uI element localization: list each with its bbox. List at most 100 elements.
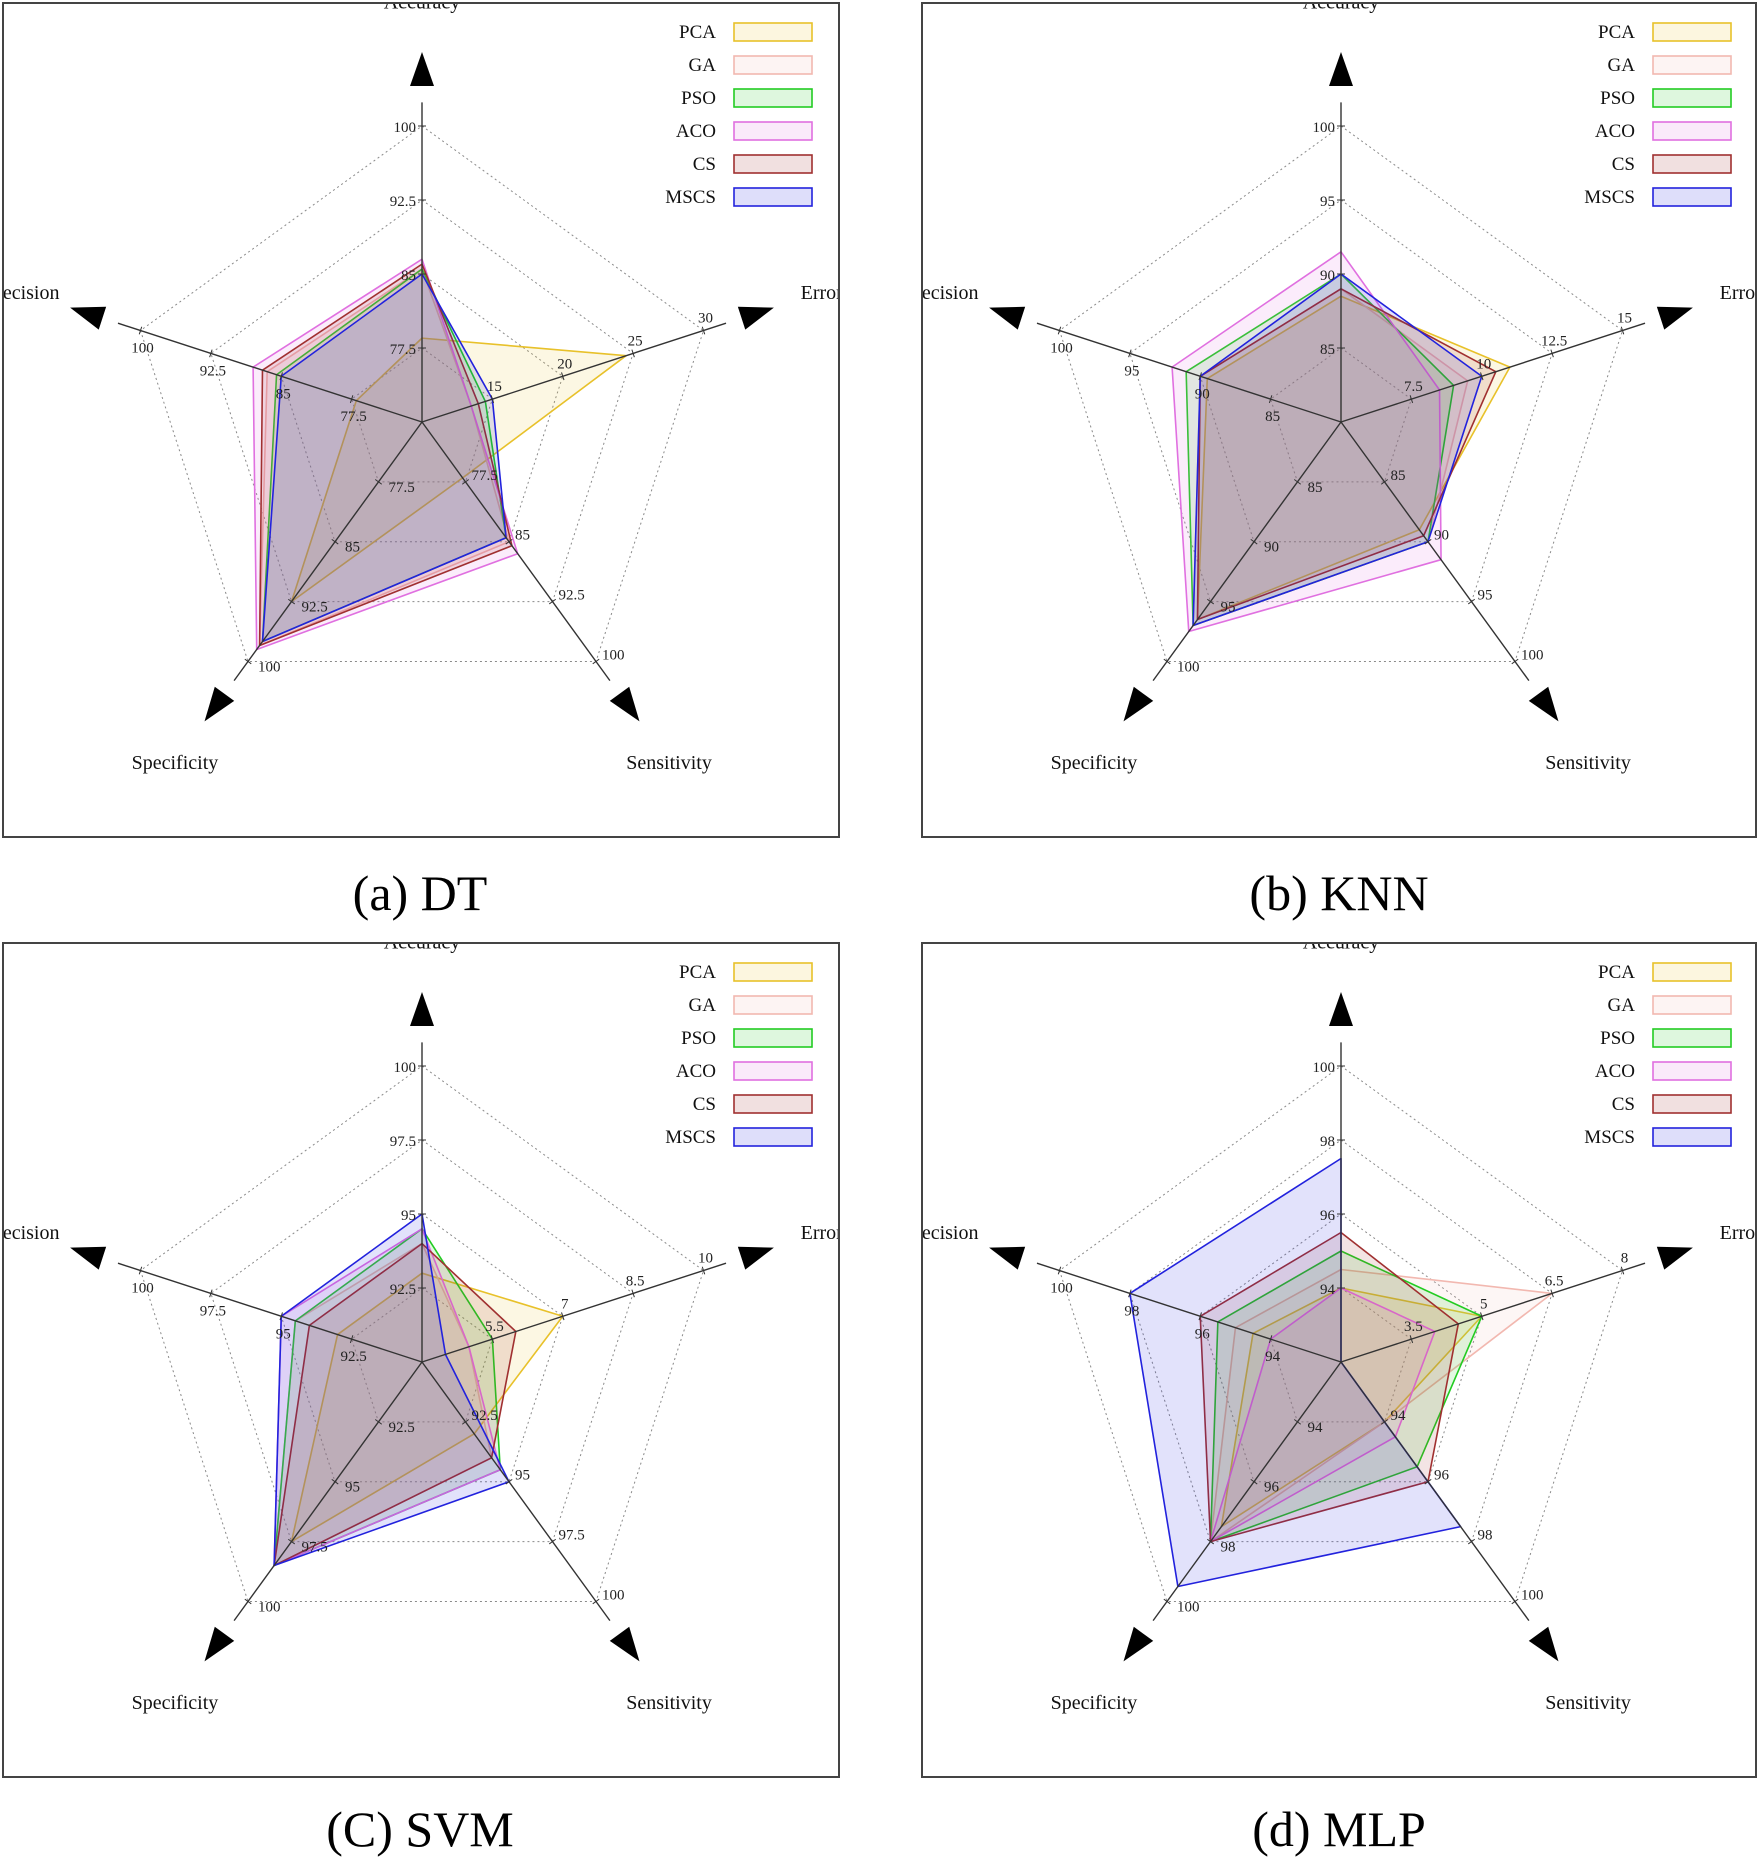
legend-swatch-cs	[1652, 154, 1732, 174]
tick-label: 85	[515, 528, 530, 544]
tick-label: 100	[394, 1060, 417, 1076]
axis-arrowhead	[204, 686, 235, 722]
radar-svg-dt: Accuracy 77.5 85 92.5 100 Error 15 20 25 30 Sensit…	[4, 4, 838, 774]
legend-label-pso: PSO	[681, 1028, 716, 1049]
tick-mark	[561, 372, 565, 381]
tick-mark	[1268, 1335, 1273, 1344]
tick-label: 8.5	[626, 1273, 645, 1289]
tick-mark	[1424, 1478, 1432, 1485]
axis-arrowhead	[737, 306, 774, 330]
tick-label: 92.5	[390, 1282, 416, 1298]
tick-mark	[374, 1419, 383, 1425]
tick-label: 3.5	[1404, 1319, 1423, 1335]
tick-label: 77.5	[389, 480, 415, 496]
legend-swatch-pso	[733, 88, 813, 108]
series-aco-polygon	[1209, 1287, 1436, 1543]
axis-label-precision: Precision	[923, 1222, 978, 1244]
tick-label: 100	[258, 659, 281, 675]
axis-label-precision: Precision	[4, 282, 59, 304]
axis-arrowhead	[1329, 992, 1353, 1026]
tick-label: 95	[1477, 588, 1492, 604]
tick-label: 100	[1050, 1281, 1073, 1297]
axis-label-accuracy: Accuracy	[384, 944, 461, 954]
tick-label: 100	[131, 1281, 154, 1297]
legend-label-pca: PCA	[1598, 22, 1635, 43]
tick-mark	[209, 349, 213, 358]
axis-line	[421, 1262, 727, 1363]
tick-label: 7	[561, 1296, 569, 1312]
legend-swatch-mscs	[1652, 187, 1732, 207]
tick-label: 100	[131, 341, 154, 357]
tick-mark	[1480, 1312, 1484, 1321]
legend-swatch-cs	[733, 1094, 813, 1114]
tick-mark	[1550, 349, 1554, 358]
legend-swatch-pca	[1652, 962, 1732, 982]
chart-caption-svm: (C) SVM	[326, 1801, 514, 1857]
tick-mark	[244, 1598, 252, 1605]
legend-label-aco: ACO	[676, 121, 716, 142]
tick-label: 92.5	[390, 194, 416, 210]
series-pso-polygon	[1209, 1250, 1483, 1543]
tick-label: 92.5	[558, 588, 584, 604]
legend-label-pca: PCA	[679, 962, 716, 983]
tick-label: 15	[1617, 311, 1632, 327]
legend-label-cs: CS	[1612, 1094, 1635, 1115]
tick-mark	[1467, 598, 1476, 605]
tick-mark	[138, 326, 143, 335]
tick-mark	[1511, 1598, 1519, 1605]
tick-label: 95	[1124, 363, 1139, 379]
tick-mark	[631, 349, 635, 358]
axis-label-error: Error	[1720, 1222, 1755, 1244]
radar-svg-mlp: Accuracy 94 96 98 100 Error 3.5 5 6.5 8 Sensitivit…	[923, 944, 1755, 1714]
axis-label-specificity: Specificity	[132, 752, 219, 774]
axis-line	[233, 1361, 423, 1622]
legend-label-cs: CS	[693, 1094, 716, 1115]
axis-label-sensitivity: Sensitivity	[626, 1692, 712, 1714]
axis-arrowhead	[989, 1246, 1026, 1270]
axis-label-specificity: Specificity	[132, 1692, 219, 1714]
tick-label: 100	[258, 1599, 281, 1615]
tick-label: 6.5	[1545, 1273, 1564, 1289]
axis-line	[421, 421, 611, 682]
tick-mark	[331, 1478, 339, 1485]
tick-label: 85	[1265, 409, 1280, 425]
legend-swatch-pca	[733, 962, 813, 982]
axis-label-error: Error	[801, 1222, 838, 1244]
axis-label-accuracy: Accuracy	[1303, 944, 1380, 954]
tick-label: 100	[1313, 1060, 1336, 1076]
series-ga-polygon	[1209, 1268, 1553, 1543]
tick-mark	[1128, 1289, 1132, 1298]
axis-label-sensitivity: Sensitivity	[1545, 1692, 1631, 1714]
axis-arrowhead	[1329, 52, 1353, 86]
tick-mark	[1128, 349, 1132, 358]
tick-label: 100	[1521, 1587, 1544, 1603]
legend-swatch-pso	[733, 1028, 813, 1048]
tick-mark	[1409, 1335, 1414, 1344]
legend-label-ga: GA	[689, 55, 717, 76]
axis-label-specificity: Specificity	[1051, 752, 1138, 774]
tick-mark	[592, 658, 600, 665]
tick-mark	[1250, 1478, 1258, 1485]
legend-swatch-pca	[733, 22, 813, 42]
series-cs-polygon	[1199, 1231, 1460, 1543]
tick-label: 77.5	[471, 468, 497, 484]
legend-swatch-ga	[733, 995, 813, 1015]
tick-label: 5.5	[485, 1319, 504, 1335]
legend-label-pso: PSO	[1600, 1028, 1635, 1049]
tick-label: 98	[1320, 1134, 1335, 1150]
axis-arrowhead	[737, 1246, 774, 1270]
tick-mark	[490, 1335, 495, 1344]
axis-line	[421, 322, 727, 423]
axis-line	[1036, 1262, 1342, 1363]
legend-label-ga: GA	[1608, 995, 1636, 1016]
tick-label: 97.5	[200, 1303, 226, 1319]
tick-mark	[631, 1289, 635, 1298]
tick-mark	[1620, 326, 1625, 335]
tick-label: 95	[401, 1208, 416, 1224]
tick-mark	[505, 1478, 513, 1485]
tick-mark	[701, 326, 706, 335]
tick-mark	[279, 1312, 283, 1321]
legend-label-aco: ACO	[676, 1061, 716, 1082]
tick-mark	[548, 598, 557, 605]
tick-mark	[461, 1419, 470, 1425]
